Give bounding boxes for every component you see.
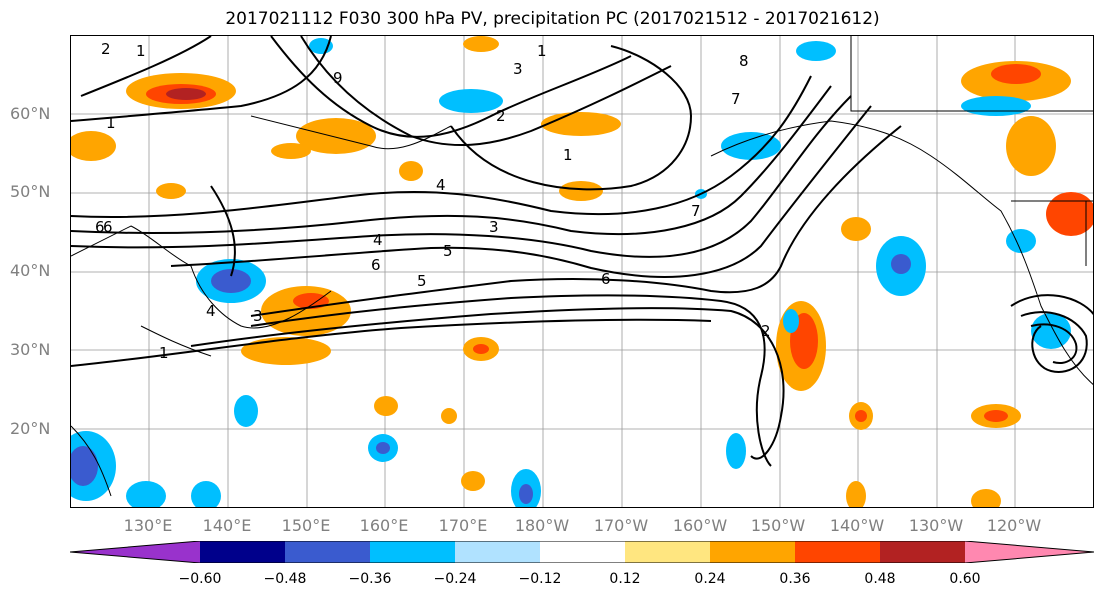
colorbar-segment (455, 541, 540, 563)
lon-label: 170°W (593, 516, 649, 535)
contour-label: 1 (563, 146, 573, 164)
lon-label: 170°E (438, 516, 488, 535)
contour-label: 6 (601, 270, 611, 288)
lat-label-40n: 40°N (10, 261, 51, 280)
lat-label-50n: 50°N (10, 182, 51, 201)
contour-label: 6 (371, 256, 381, 274)
contour-label: 6 (103, 218, 113, 236)
colorbar-tick-label: 0.24 (694, 571, 726, 587)
colorbar-segment (710, 541, 795, 563)
contour-label: 2 (101, 40, 111, 58)
colorbar-tick-label: 0.60 (949, 571, 981, 587)
precip-shading (71, 36, 1093, 507)
figure-title: 2017021112 F030 300 hPa PV, precipitatio… (225, 9, 880, 29)
contour-label: 5 (443, 242, 453, 260)
contour-label: 1 (537, 42, 547, 60)
lon-label: 180°W (514, 516, 570, 535)
colorbar-tick-label: 0.36 (779, 571, 811, 587)
map-canvas: 2 1 9 3 8 7 1 2 1 4 6 3 5 4 6 5 6 4 3 1 … (71, 36, 1093, 507)
lon-label: 130°W (908, 516, 964, 535)
colorbar-tick-label: −0.24 (433, 571, 477, 587)
colorbar-tick-label: −0.48 (263, 571, 307, 587)
contour-label: 5 (417, 272, 427, 290)
contour-label: 2 (761, 322, 771, 340)
lon-label: 140°W (829, 516, 885, 535)
contour-label: 1 (159, 344, 169, 362)
lat-label-20n: 20°N (10, 419, 51, 438)
contour-label: 1 (136, 42, 146, 60)
lon-label: 150°E (281, 516, 331, 535)
colorbar-segment (370, 541, 455, 563)
contour-label: 6 (95, 218, 105, 236)
lon-label: 130°E (123, 516, 173, 535)
contour-label: 7 (731, 90, 741, 108)
colorbar-tick-label: 0.12 (609, 571, 641, 587)
lon-label: 160°W (672, 516, 728, 535)
colorbar-segment (70, 541, 200, 563)
contour-label: 1 (106, 114, 116, 132)
contour-label: 7 (691, 202, 701, 220)
colorbar-segment (285, 541, 370, 563)
colorbar-tick-label: −0.60 (178, 571, 222, 587)
colorbar-tick-label: 0.48 (864, 571, 896, 587)
contour-label-group: 2 1 9 3 8 7 1 2 1 4 6 3 5 4 6 5 6 4 3 1 … (95, 40, 771, 362)
lat-label-30n: 30°N (10, 340, 51, 359)
pv-contours (71, 36, 1093, 467)
lon-label: 120°W (986, 516, 1042, 535)
colorbar-segment (880, 541, 965, 563)
colorbar-segment (540, 541, 625, 563)
contour-label: 3 (513, 60, 523, 78)
contour-label: 3 (489, 218, 499, 236)
lon-label: 150°W (750, 516, 806, 535)
colorbar (70, 541, 1094, 563)
lat-label-60n: 60°N (10, 104, 51, 123)
contour-label: 8 (739, 52, 749, 70)
colorbar-segment (200, 541, 285, 563)
contour-label: 9 (333, 69, 343, 87)
colorbar-tick-label: −0.36 (348, 571, 392, 587)
contour-label: 4 (206, 302, 216, 320)
contour-label: 3 (253, 307, 263, 325)
lon-label: 160°E (359, 516, 409, 535)
colorbar-segment (625, 541, 710, 563)
contour-label: 4 (373, 231, 383, 249)
colorbar-tick-label: −0.12 (518, 571, 562, 587)
contour-label: 2 (496, 107, 506, 125)
colorbar-segment (795, 541, 880, 563)
map-panel: 2 1 9 3 8 7 1 2 1 4 6 3 5 4 6 5 6 4 3 1 … (70, 35, 1094, 508)
lon-label: 140°E (202, 516, 252, 535)
colorbar-segment (965, 541, 1094, 563)
contour-label: 4 (436, 176, 446, 194)
